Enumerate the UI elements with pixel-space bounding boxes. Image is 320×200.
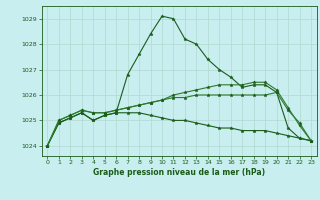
X-axis label: Graphe pression niveau de la mer (hPa): Graphe pression niveau de la mer (hPa) <box>93 168 265 177</box>
